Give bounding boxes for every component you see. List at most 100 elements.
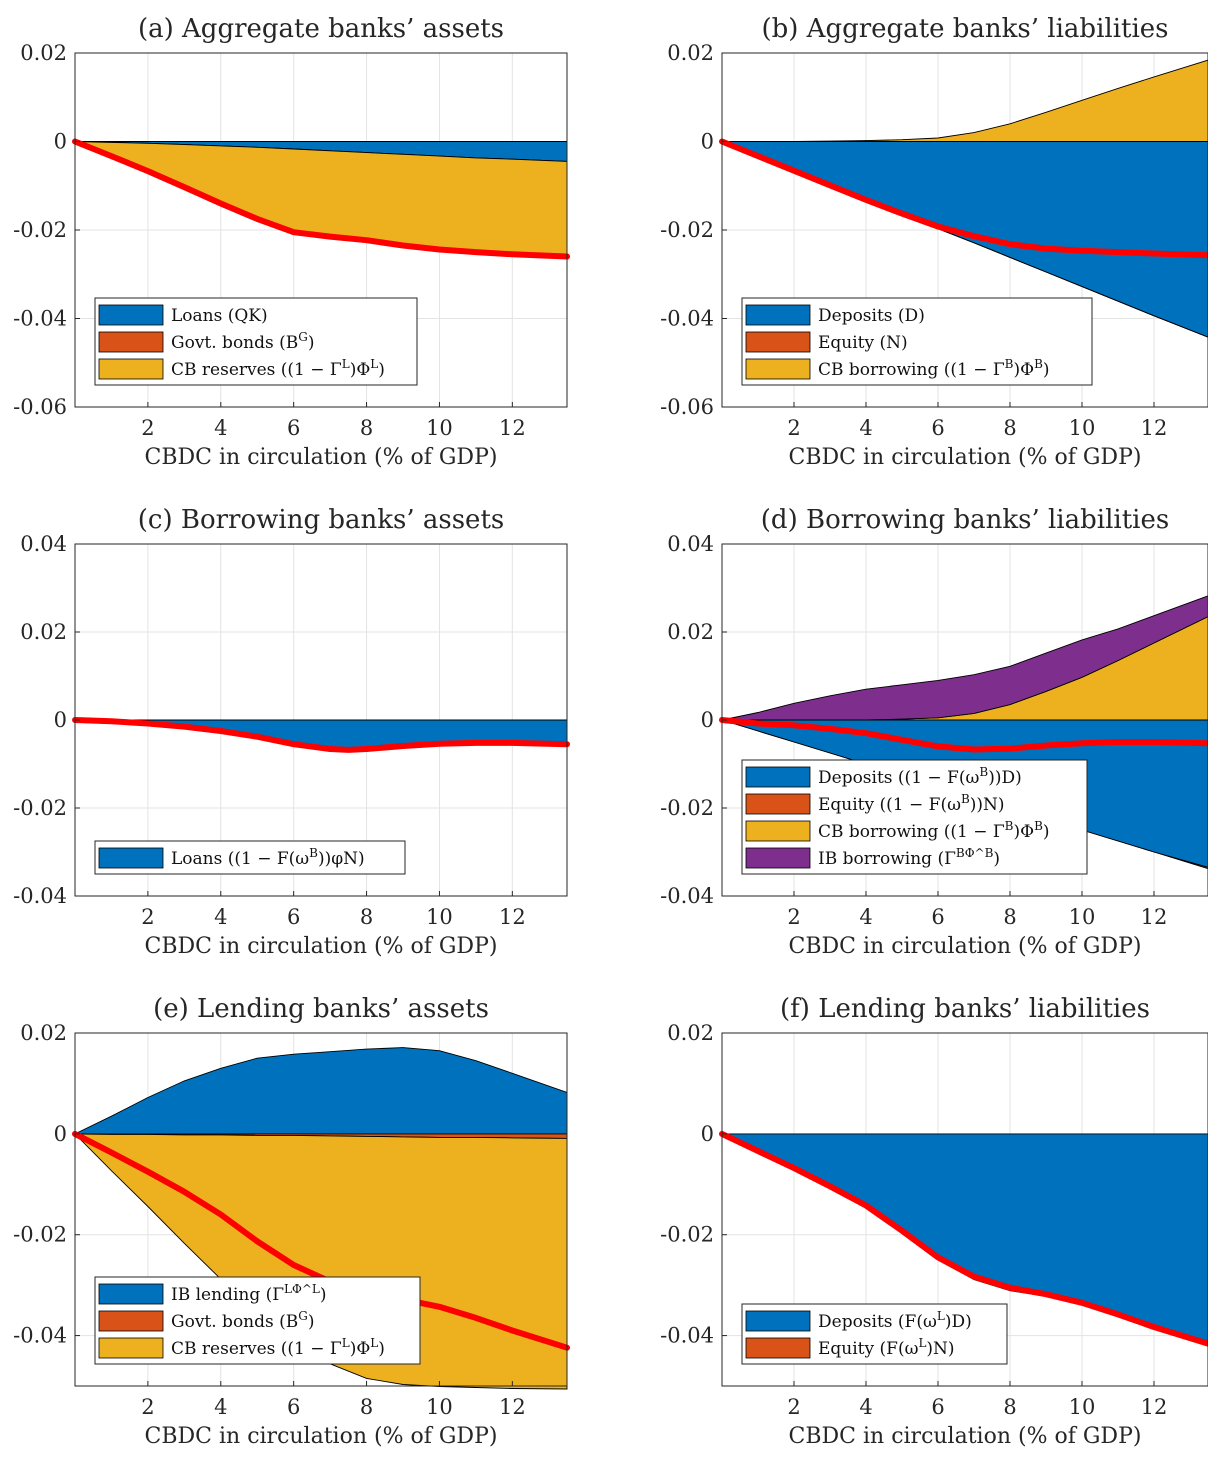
x-axis-label: CBDC in circulation (% of GDP)	[145, 1424, 498, 1449]
y-tick-label: 0.04	[20, 532, 67, 556]
legend-swatch-cb-reserves-1-l-l	[98, 1337, 164, 1359]
legend-swatch-loans-1-f-b-n	[98, 847, 164, 869]
x-axis-label: CBDC in circulation (% of GDP)	[789, 934, 1142, 959]
x-tick-label: 12	[499, 416, 526, 440]
legend-label-cb-borrowing-1-b-b: CB borrowing ((1 − ΓB)ΦB)	[818, 357, 1050, 380]
y-tick-label: 0	[54, 1122, 67, 1146]
legend: Loans (QK) Govt. bonds (BG) CB reserves ((…	[94, 297, 418, 386]
panel-3: 2 4 6 8 10 12 -0.04 -0.02 0 0.02 0.04 (c) Borrowing…	[13, 505, 570, 959]
total-change-line	[72, 138, 570, 260]
y-tick-label: -0.04	[660, 1324, 714, 1348]
area-ib-lending-l-l	[74, 1047, 568, 1135]
legend-label-equity-f-l-n: Equity (F(ωL)N)	[818, 1336, 955, 1359]
x-tick-label: 4	[859, 416, 872, 440]
legend-swatch-cb-reserves-1-l-l	[98, 358, 164, 380]
legend: Deposits (F(ωL)D) Equity (F(ωL)N)	[741, 1303, 1008, 1365]
area-ib-borrowing-b-b	[721, 595, 1208, 721]
y-tick-label: 0	[701, 708, 714, 732]
legend-label-ib-borrowing-b-b: IB borrowing (ΓBΦ^B)	[818, 846, 1000, 869]
x-tick-label: 2	[141, 905, 154, 929]
panel-title: (c) Borrowing banks’ assets	[138, 505, 505, 535]
legend: Deposits (D) Equity (N) CB borrowing ((1 −…	[741, 297, 1093, 386]
panel-title: (b) Aggregate banks’ liabilities	[761, 14, 1168, 44]
x-tick-label: 10	[426, 1395, 453, 1419]
legend: Deposits ((1 − F(ωB))D) Equity ((1 − F(ωB…	[741, 759, 1088, 875]
legend-swatch-deposits-f-l-d	[745, 1310, 811, 1332]
x-tick-label: 4	[859, 1395, 872, 1419]
panel-1: 2 4 6 8 10 12 -0.06 -0.04 -0.02 0 0.02 (a) Aggregat…	[13, 14, 570, 470]
legend-label-deposits-f-l-d: Deposits (F(ωL)D)	[818, 1309, 972, 1332]
x-axis-label: CBDC in circulation (% of GDP)	[789, 445, 1142, 470]
x-tick-label: 10	[1069, 905, 1096, 929]
y-tick-label: 0	[54, 708, 67, 732]
y-tick-label: 0	[701, 1122, 714, 1146]
x-tick-label: 8	[1003, 905, 1016, 929]
legend-label-cb-reserves-1-l-l: CB reserves ((1 − ΓL)ΦL)	[171, 1336, 385, 1359]
y-tick-label: 0.04	[667, 532, 714, 556]
plot-frame	[74, 1032, 568, 1387]
legend-swatch-govt-bonds-b-g	[98, 331, 164, 353]
x-tick-label: 6	[931, 1395, 944, 1419]
x-tick-label: 2	[787, 416, 800, 440]
x-tick-label: 6	[931, 416, 944, 440]
legend-swatch-cb-borrowing-1-b-b	[745, 820, 811, 842]
y-tick-label: -0.02	[13, 218, 67, 242]
x-tick-label: 12	[499, 1395, 526, 1419]
legend-label-loans-1-f-b-n: Loans ((1 − F(ωB))φN)	[171, 846, 365, 869]
x-tick-label: 4	[859, 905, 872, 929]
legend-label-deposits-1-f-b-d: Deposits ((1 − F(ωB))D)	[818, 765, 1022, 788]
legend-swatch-equity-n	[745, 331, 811, 353]
legend-swatch-equity-1-f-b-n	[745, 793, 811, 815]
legend: IB lending (ΓLΦ^L) Govt. bonds (BG) CB res…	[94, 1276, 421, 1365]
panel-5: 2 4 6 8 10 12 -0.04 -0.02 0 0.02 (e) Lending banks…	[13, 994, 570, 1449]
legend: Loans ((1 − F(ωB))φN)	[94, 840, 406, 875]
y-tick-label: 0	[701, 130, 714, 154]
x-tick-label: 6	[287, 1395, 300, 1419]
x-tick-label: 2	[141, 1395, 154, 1419]
y-tick-label: 0	[54, 130, 67, 154]
y-tick-label: -0.04	[13, 884, 67, 908]
panel-4: 2 4 6 8 10 12 -0.04 -0.02 0 0.02 0.04 (d) Borrowing…	[660, 505, 1208, 959]
total-change-line	[719, 1130, 1208, 1347]
legend-label-cb-reserves-1-l-l: CB reserves ((1 − ΓL)ΦL)	[171, 357, 385, 380]
y-tick-label: 0.02	[667, 1021, 714, 1045]
y-tick-label: -0.06	[13, 395, 67, 419]
legend-swatch-loans-qk	[98, 304, 164, 326]
x-tick-label: 4	[214, 1395, 227, 1419]
y-tick-label: -0.02	[660, 1223, 714, 1247]
panel-title: (d) Borrowing banks’ liabilities	[761, 505, 1169, 535]
panel-title: (e) Lending banks’ assets	[153, 994, 489, 1024]
legend-swatch-deposits-d	[745, 304, 811, 326]
x-tick-label: 12	[1141, 905, 1168, 929]
y-tick-label: 0.02	[20, 620, 67, 644]
y-tick-label: 0.02	[20, 1021, 67, 1045]
legend-label-equity-n: Equity (N)	[818, 333, 908, 353]
legend-swatch-ib-lending-l-l	[98, 1283, 164, 1305]
total-change-line	[72, 1130, 570, 1351]
plot-frame	[721, 1032, 1208, 1387]
panel-2: 2 4 6 8 10 12 -0.06 -0.04 -0.02 0 0.02 (b) Aggregat…	[660, 14, 1208, 470]
y-tick-label: -0.04	[13, 1324, 67, 1348]
y-tick-label: -0.04	[660, 884, 714, 908]
y-tick-label: -0.02	[660, 218, 714, 242]
legend-label-loans-qk: Loans (QK)	[171, 306, 268, 326]
x-tick-label: 8	[1003, 1395, 1016, 1419]
area-cb-reserves-1-l-l	[74, 141, 568, 257]
legend-swatch-cb-borrowing-1-b-b	[745, 358, 811, 380]
y-tick-label: 0.02	[667, 41, 714, 65]
legend-label-cb-borrowing-1-b-b: CB borrowing ((1 − ΓB)ΦB)	[818, 819, 1050, 842]
total-change-line	[719, 717, 1208, 753]
x-tick-label: 8	[1003, 416, 1016, 440]
legend-swatch-govt-bonds-b-g	[98, 1310, 164, 1332]
x-tick-label: 2	[787, 905, 800, 929]
panel-title: (a) Aggregate banks’ assets	[138, 14, 504, 44]
x-tick-label: 12	[1141, 416, 1168, 440]
area-cb-borrowing-1-b-b	[722, 59, 1208, 142]
x-tick-label: 6	[287, 905, 300, 929]
x-tick-label: 2	[787, 1395, 800, 1419]
x-tick-label: 10	[426, 905, 453, 929]
x-tick-label: 10	[1069, 1395, 1096, 1419]
x-tick-label: 6	[287, 416, 300, 440]
x-axis-label: CBDC in circulation (% of GDP)	[145, 445, 498, 470]
